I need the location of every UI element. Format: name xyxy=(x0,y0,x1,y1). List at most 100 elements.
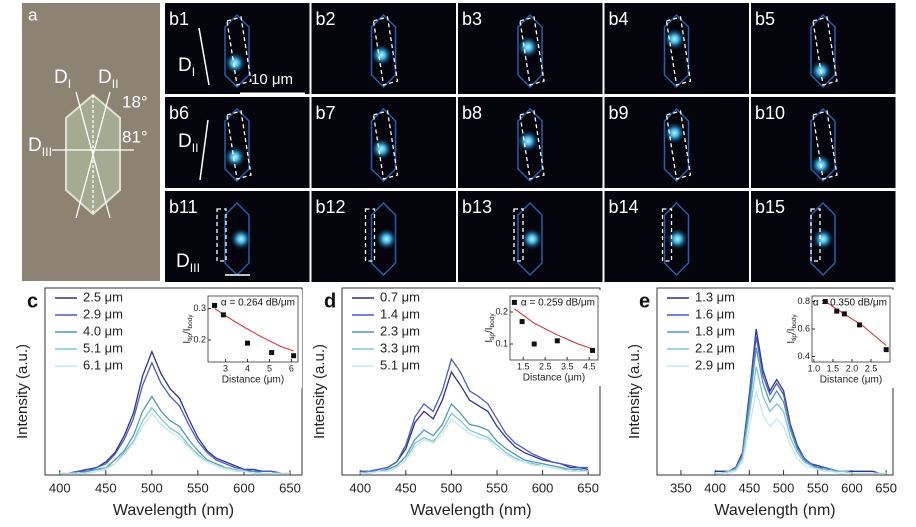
legend-label: 1.8 μm xyxy=(695,323,735,338)
direction-label-part: D xyxy=(28,135,42,156)
emission-spot xyxy=(663,122,686,144)
inset-y-tick-label: 0.2 xyxy=(193,334,206,344)
panel-label: b3 xyxy=(462,9,482,29)
crystal-outline xyxy=(810,107,836,183)
emission-spot xyxy=(812,228,834,250)
inset-y-title-part: tip xyxy=(187,334,194,341)
inset-x-tick-label: 2.5 xyxy=(865,363,878,373)
spectrum-line xyxy=(360,370,589,472)
inset-x-title: Distance (μm) xyxy=(820,375,882,386)
panel-label: b11 xyxy=(169,197,198,217)
dashed-region xyxy=(513,208,524,262)
inset-point xyxy=(269,350,275,356)
inset-x-tick-label: 5 xyxy=(267,363,272,373)
inset-annotation: α = 0.350 dB/μm xyxy=(813,298,887,309)
inset-x-tick-label: 1.0 xyxy=(808,363,821,373)
inset-background xyxy=(180,290,302,388)
inset-point xyxy=(291,353,297,359)
direction-label-part: III xyxy=(190,261,200,275)
panel-label: b5 xyxy=(755,9,775,29)
direction-label-part: D xyxy=(98,67,112,88)
inset-y-title: Itip/Ibody xyxy=(786,314,799,344)
inset-y-title-part: I xyxy=(786,341,797,344)
inset-x-tick-label: 2.0 xyxy=(846,363,859,373)
panel-label: d xyxy=(324,290,336,312)
crystal-outline xyxy=(517,107,543,183)
x-tick-label: 500 xyxy=(441,480,463,495)
fit-line xyxy=(214,308,294,352)
panel-label-box xyxy=(637,290,655,314)
inset-point xyxy=(822,299,828,304)
inset-y-tick-label: 0.3 xyxy=(193,303,206,313)
legend-label: 3.3 μm xyxy=(380,340,420,355)
inset-point xyxy=(212,302,218,308)
emission-spot xyxy=(663,28,686,50)
panel-label: b8 xyxy=(462,103,482,123)
inset-x-tick-label: 6 xyxy=(289,363,294,373)
panel-label: e xyxy=(639,290,650,312)
crystal-outline xyxy=(663,201,690,277)
inset-y-title-part: body xyxy=(187,314,194,329)
legend-label: 0.7 μm xyxy=(380,289,420,304)
inset-y-title-part: body xyxy=(489,313,496,328)
emission-spot xyxy=(517,36,539,58)
x-tick-label: 600 xyxy=(841,480,863,495)
direction-label: DII xyxy=(178,131,199,155)
dashed-region xyxy=(665,110,692,180)
inset-x-tick-label: 4.5 xyxy=(583,361,596,371)
x-tick-label: 600 xyxy=(233,480,255,495)
legend-label: 2.9 μm xyxy=(83,306,123,321)
inset-point xyxy=(531,341,537,347)
inset-x-tick-label: 1.5 xyxy=(827,363,840,373)
crystal-outline xyxy=(663,13,690,89)
dashed-region xyxy=(519,110,545,180)
direction-label: DI xyxy=(178,55,195,79)
y-axis-title: Intensity (a.u.) xyxy=(626,344,643,439)
emission-spot xyxy=(224,52,246,74)
inset-x-tick-label: 4 xyxy=(245,363,250,373)
angle-label: 18° xyxy=(122,92,148,111)
inset-y-tick-label: 0.4 xyxy=(797,351,810,361)
dashed-region xyxy=(372,110,399,180)
legend-label: 6.1 μm xyxy=(83,357,123,372)
spectrum-line xyxy=(360,357,589,472)
emission-spot xyxy=(230,228,252,250)
x-tick-label: 350 xyxy=(670,480,692,495)
dashed-region xyxy=(364,208,376,262)
legend-label: 2.2 μm xyxy=(695,340,735,355)
x-tick-label: 400 xyxy=(349,480,371,495)
inset-point xyxy=(590,347,595,353)
panel-label-box xyxy=(322,290,340,314)
crystal-outline xyxy=(370,13,397,89)
direction-label: DIII xyxy=(176,251,200,275)
spectrum-line xyxy=(59,406,290,474)
inset-y-title-part: /I xyxy=(484,327,495,333)
panel-label: b4 xyxy=(609,9,629,29)
inset-point xyxy=(554,338,560,344)
spectrum-line xyxy=(59,395,290,474)
x-tick-label: 400 xyxy=(704,480,726,495)
inset-point xyxy=(519,319,525,325)
direction-label: DII xyxy=(98,67,119,91)
y-axis-title: Intensity (a.u.) xyxy=(311,344,328,439)
spectrum-line xyxy=(360,402,589,474)
panel-label: b13 xyxy=(462,197,492,217)
inset-annotation: α = 0.259 dB/μm xyxy=(521,298,595,309)
inset-frame xyxy=(207,295,299,363)
x-tick-label: 500 xyxy=(773,480,795,495)
dashed-region xyxy=(216,208,227,262)
x-tick-label: 550 xyxy=(807,480,829,495)
dashed-region xyxy=(812,110,838,180)
x-tick-label: 600 xyxy=(532,480,554,495)
legend-label: 1.3 μm xyxy=(695,289,735,304)
direction-label-part: I xyxy=(192,65,195,79)
inset-point xyxy=(511,299,517,305)
y-axis-title: Intensity (a.u.) xyxy=(14,344,31,439)
angle-label: 81° xyxy=(122,127,148,146)
legend-label: 2.9 μm xyxy=(695,357,735,372)
panel-label: c xyxy=(27,290,38,312)
direction-label: DIII xyxy=(28,135,52,159)
crystal-outline xyxy=(663,107,690,183)
panel-label: b10 xyxy=(755,103,785,123)
direction-arrow xyxy=(198,27,210,86)
